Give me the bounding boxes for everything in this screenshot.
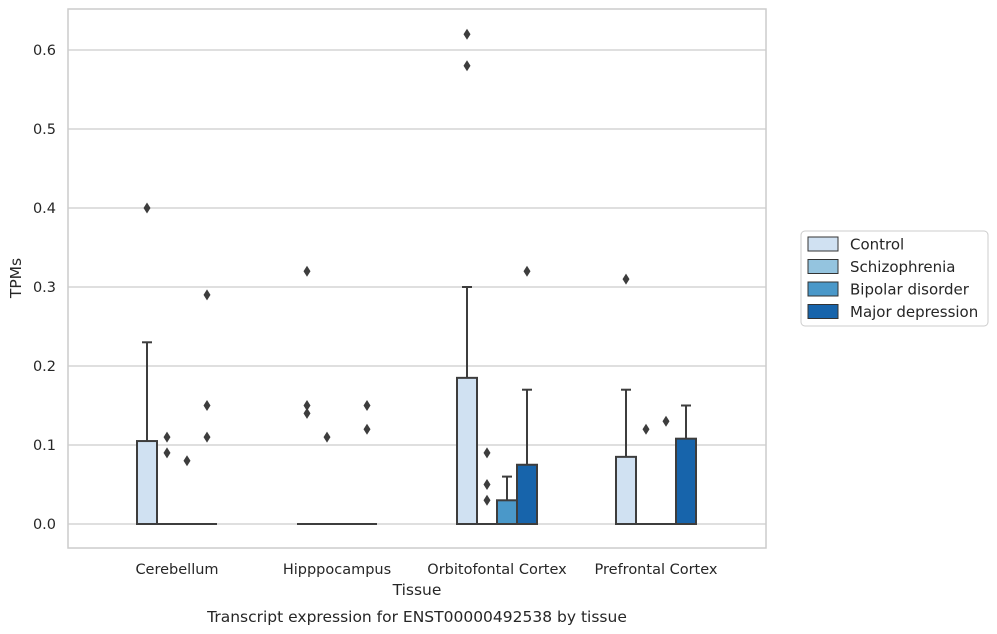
legend-swatch (807, 259, 839, 274)
legend-frame (800, 230, 989, 327)
outlier-point (143, 202, 151, 214)
outlier-point (622, 273, 630, 285)
x-tick-label: Orbitofontal Cortex (427, 562, 567, 578)
outlier-point (303, 265, 311, 277)
boxes (136, 28, 697, 526)
x-tick-label: Cerebellum (135, 562, 218, 578)
outlier-point (483, 494, 491, 506)
outlier-point (363, 400, 371, 411)
x-tick-label: Hipppocampus (283, 562, 391, 578)
outlier-point (463, 60, 471, 72)
y-tick-label: 0.2 (33, 359, 56, 375)
legend-swatch (807, 281, 839, 297)
chart-caption: Transcript expression for ENST0000049253… (206, 608, 627, 626)
y-tick-label: 0.1 (33, 438, 56, 454)
outlier-point (203, 431, 211, 443)
series-bipolar-disorder (177, 415, 676, 525)
outlier-point (463, 28, 471, 40)
y-tick-label: 0.6 (33, 43, 56, 59)
x-tick-label: Prefrontal Cortex (595, 562, 718, 578)
x-axis-ticks: Cerebellum Hipppocampus Orbitofontal Corte… (135, 562, 717, 578)
outlier-point (662, 415, 670, 427)
series-major-depression (197, 265, 697, 525)
plot-frame (67, 8, 767, 549)
outlier-point (303, 400, 311, 411)
series-schizophrenia (157, 423, 656, 525)
y-tick-label: 0.5 (33, 122, 56, 138)
y-axis-ticks: 0.0 0.1 0.2 0.3 0.4 0.5 0.6 (33, 43, 56, 533)
outlier-point (163, 447, 171, 459)
legend-label: Schizophrenia (850, 258, 955, 276)
y-tick-label: 0.4 (33, 201, 56, 217)
outlier-point (642, 423, 650, 435)
outlier-point (183, 455, 191, 467)
y-tick-label: 0.0 (33, 517, 56, 533)
legend-entries: Control Schizophrenia Bipolar disorder Majo… (807, 236, 978, 321)
gridlines (68, 49, 766, 525)
legend-label: Bipolar disorder (850, 281, 970, 299)
box (675, 437, 697, 525)
outlier-point (203, 400, 211, 411)
box (136, 440, 158, 525)
legend: Control Schizophrenia Bipolar disorder Majo… (800, 230, 989, 327)
box (516, 463, 538, 525)
legend-swatch (807, 236, 839, 252)
series-control (136, 28, 637, 526)
outlier-point (323, 431, 331, 443)
box (456, 376, 478, 525)
outlier-point (303, 407, 311, 419)
outlier-point (483, 479, 491, 490)
outlier-point (523, 265, 531, 277)
outlier-point (363, 423, 371, 435)
outlier-point (203, 289, 211, 301)
y-tick-label: 0.3 (33, 280, 56, 296)
legend-label: Control (850, 236, 904, 254)
legend-label: Major depression (850, 303, 978, 321)
y-axis-title: TPMs (7, 258, 25, 299)
legend-swatch (807, 304, 839, 319)
outlier-point (483, 447, 491, 459)
outlier-point (163, 431, 171, 443)
box (496, 499, 518, 525)
box (615, 455, 637, 526)
x-axis-title: Tissue (392, 581, 442, 599)
